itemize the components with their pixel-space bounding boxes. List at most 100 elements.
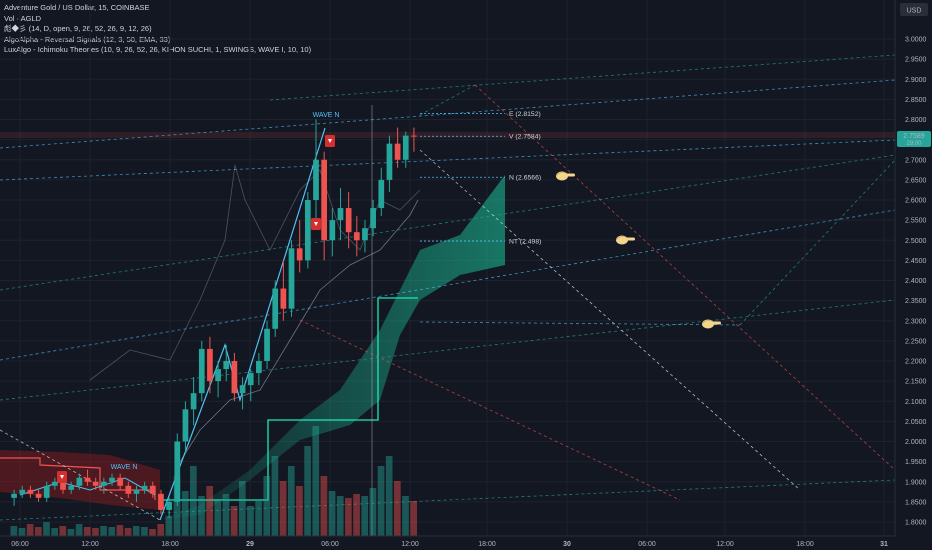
candle-body[interactable]	[166, 501, 172, 510]
volume-bar	[124, 528, 132, 536]
candle-body[interactable]	[411, 135, 417, 137]
y-tick-label: 2.8500	[905, 97, 927, 104]
x-tick-label: 18:00	[161, 541, 179, 548]
y-tick-label: 2.6500	[905, 177, 927, 184]
candle-body[interactable]	[370, 208, 376, 229]
candle-body[interactable]	[11, 493, 17, 498]
pointing-hand-icon	[701, 319, 721, 329]
candle-body[interactable]	[353, 232, 360, 241]
candle-body[interactable]	[68, 485, 75, 490]
volume-bar	[410, 501, 417, 536]
candle-body[interactable]	[345, 208, 352, 233]
x-tick-label: 12:00	[81, 541, 99, 548]
y-tick-label: 1.9500	[905, 459, 927, 466]
candle-body[interactable]	[207, 348, 213, 382]
candle-body[interactable]	[321, 159, 328, 241]
candle-body[interactable]	[92, 481, 99, 486]
candle-body[interactable]	[304, 200, 311, 261]
candle-body[interactable]	[402, 135, 409, 160]
volume-bar	[173, 476, 181, 536]
candle-body[interactable]	[141, 485, 148, 490]
legend-indicator-1[interactable]: 彪◆彡 (14, D, open, 9, 26, 52, 26, 9, 12, …	[4, 24, 152, 33]
volume-bar	[222, 494, 230, 536]
y-tick-label: 2.9500	[905, 57, 927, 64]
candle-body[interactable]	[60, 481, 66, 490]
candle-body[interactable]	[27, 489, 34, 494]
candle-body[interactable]	[52, 481, 58, 486]
candle-body[interactable]	[313, 159, 319, 200]
candle-body[interactable]	[100, 481, 107, 486]
volume-bar	[287, 466, 295, 536]
volume-bar	[198, 496, 205, 536]
candle-body[interactable]	[35, 493, 42, 498]
candle-body[interactable]	[362, 228, 368, 241]
y-tick-label: 2.2500	[905, 338, 927, 345]
hand-outline	[615, 236, 627, 241]
volume-bar	[304, 446, 311, 536]
volume-bar	[132, 526, 140, 536]
candle-body[interactable]	[378, 179, 385, 209]
candle-body[interactable]	[280, 288, 287, 309]
level-label: E (2.8152)	[509, 111, 541, 118]
candle-body[interactable]	[394, 143, 401, 160]
candle-body[interactable]	[149, 485, 156, 494]
candle-body[interactable]	[288, 248, 295, 309]
last-price-tag	[897, 131, 931, 147]
candle-body[interactable]	[158, 493, 164, 510]
candle-body[interactable]	[264, 328, 270, 361]
reversal-arrow-icon	[314, 222, 318, 226]
volume-bar	[328, 491, 336, 536]
candle-body[interactable]	[84, 477, 91, 482]
wave-label: WAVE N	[313, 112, 340, 119]
candle-body[interactable]	[117, 477, 124, 486]
candle-body[interactable]	[256, 361, 262, 374]
x-tick-label: 31	[880, 541, 888, 548]
candle-body[interactable]	[133, 489, 140, 494]
legend-volume[interactable]: Vol · AGLD	[4, 13, 42, 23]
candle-body[interactable]	[125, 485, 132, 494]
candle-body[interactable]	[43, 485, 50, 498]
candle-body[interactable]	[386, 143, 393, 180]
volume-bar	[10, 526, 18, 536]
volume-bar	[361, 496, 369, 536]
volume-bar	[43, 522, 50, 536]
volume-bar	[67, 529, 75, 536]
candle-body[interactable]	[231, 361, 238, 394]
volume-bar	[83, 527, 91, 536]
volume-bar	[238, 481, 246, 536]
time-axis[interactable]	[0, 536, 932, 550]
candle-body[interactable]	[190, 393, 197, 410]
candle-body[interactable]	[272, 288, 279, 329]
projection-line	[0, 139, 896, 181]
y-tick-label: 1.9000	[905, 479, 927, 486]
y-tick-label: 2.7000	[905, 157, 927, 164]
price-axis[interactable]	[895, 0, 932, 550]
candle-body[interactable]	[239, 385, 246, 394]
y-tick-label: 1.8500	[905, 499, 927, 506]
volume-bar	[26, 524, 34, 536]
hand-outline	[701, 320, 713, 325]
y-tick-label: 2.3500	[905, 298, 927, 305]
projection-line	[0, 299, 896, 401]
candle-body[interactable]	[247, 373, 254, 386]
volume-bar	[247, 506, 254, 536]
currency-button[interactable]	[900, 3, 928, 16]
candle-body[interactable]	[76, 477, 83, 486]
reversal-arrow-icon	[60, 475, 64, 479]
candle-body[interactable]	[182, 409, 189, 442]
candle-body[interactable]	[329, 220, 336, 241]
candle-body[interactable]	[109, 477, 115, 482]
volume-bar	[206, 486, 213, 536]
candle-body[interactable]	[174, 441, 181, 502]
x-tick-label: 06:00	[638, 541, 656, 548]
candle-body[interactable]	[337, 208, 344, 221]
legend-symbol-title[interactable]: Adventure Gold / US Dollar, 15, COINBASE	[4, 3, 150, 12]
candle-body[interactable]	[19, 489, 26, 494]
candle-body[interactable]	[215, 369, 221, 382]
y-axis-ticks: 3.00002.95002.90002.85002.80002.75002.70…	[905, 37, 927, 527]
legend-indicator-3[interactable]: LuxAlgo - Ichimoku Theories (10, 9, 26, …	[4, 45, 312, 54]
candle-body[interactable]	[223, 361, 230, 370]
candle-body[interactable]	[198, 348, 205, 394]
candle-body[interactable]	[296, 248, 303, 261]
